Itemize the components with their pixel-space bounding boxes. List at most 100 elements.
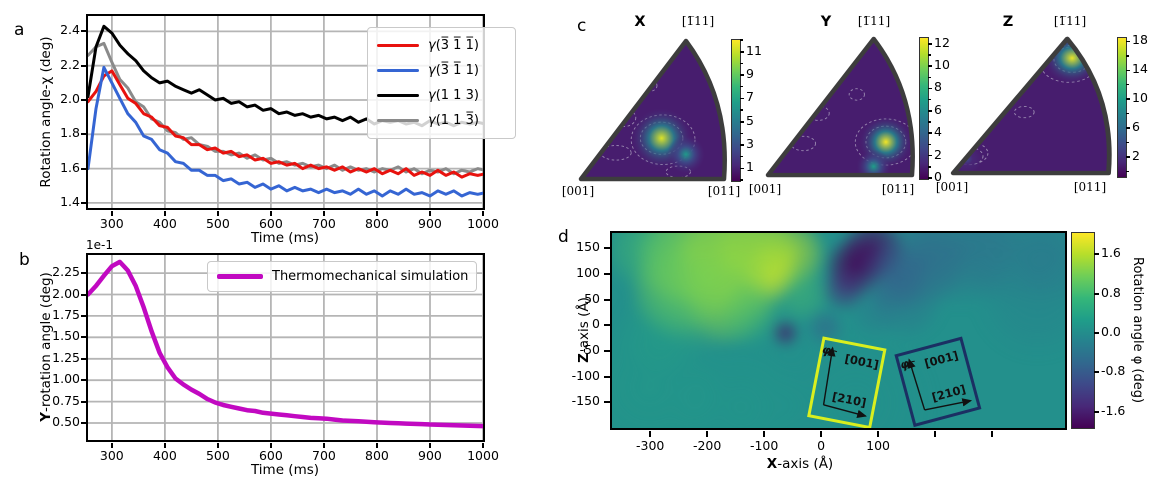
y-tick	[81, 336, 86, 339]
x-tick-label: 400	[152, 216, 177, 231]
colorbar-tick	[740, 144, 744, 146]
x-tick	[934, 431, 937, 437]
panel-b-x-axis-label: Time (ms)	[250, 462, 320, 478]
x-tick	[269, 211, 272, 216]
legend-label: Thermomechanical simulation	[272, 269, 469, 284]
y-tick	[81, 167, 86, 170]
ipf-corner-top: [1̅11]	[681, 14, 715, 28]
y-tick-label: 2.25	[52, 264, 80, 280]
colorbar-tick	[928, 42, 932, 45]
colorbar-tick-label: 14	[1132, 61, 1148, 77]
ipf-colorbar-Z	[1117, 37, 1127, 178]
colorbar-minor-tick	[740, 62, 743, 65]
y-tick	[81, 400, 86, 403]
panel-label-b: b	[19, 250, 30, 270]
ipf-corner-top: [1̅11]	[1053, 14, 1087, 28]
ipf-colorbar-Y	[919, 37, 929, 180]
x-tick-label: 700	[312, 216, 336, 231]
x-tick-label: 800	[365, 216, 389, 231]
y-tick-label: 1.8	[60, 125, 80, 141]
x-tick-label: 700	[312, 448, 336, 463]
colorbar-minor-tick	[928, 76, 931, 78]
x-tick	[322, 211, 325, 216]
inset-label: φ	[821, 342, 833, 357]
colorbar-tick-label: 18	[1132, 32, 1148, 48]
ipf-canvas-Z	[950, 36, 1112, 176]
colorbar-tick-label: 10	[934, 57, 950, 73]
y-tick-label: 2.4	[60, 22, 80, 38]
y-tick	[81, 201, 86, 204]
colorbar-tick-label: -1.6	[1101, 402, 1126, 418]
x-tick	[322, 443, 325, 448]
panel-d-x-axis-label: X-axis (Å)	[710, 456, 890, 472]
ipf-corner-bottom-right: [011]	[881, 182, 915, 196]
inset-label: [001]	[923, 348, 960, 370]
x-tick-label: -300	[635, 438, 665, 453]
panel-label-d: d	[558, 227, 569, 247]
y-tick	[81, 422, 86, 425]
panel-a-x-axis-label: Time (ms)	[250, 230, 320, 246]
colorbar-minor-tick	[740, 109, 743, 111]
colorbar-minor-tick	[740, 179, 743, 181]
y-tick-label: -150	[571, 393, 600, 409]
y-tick	[81, 379, 86, 382]
colorbar-tick	[1094, 331, 1099, 334]
colorbar-tick	[1126, 156, 1130, 158]
panel-a-legend: γ(3̅ 1̅ 1̅) γ(3̅ 1̅ 1) γ(1 1 3) γ(1 1 3̅)	[367, 27, 516, 139]
x-tick	[110, 443, 113, 448]
legend-line-sample	[377, 118, 419, 123]
ipf-corner-bottom-left: [001]	[935, 180, 969, 194]
y-tick-label: 1.4	[60, 193, 80, 209]
colorbar-minor-tick	[1126, 170, 1129, 173]
y-tick	[81, 293, 86, 296]
heatmap-blob	[615, 284, 708, 377]
x-tick-label: 500	[205, 448, 230, 463]
x-tick-label: 400	[152, 448, 177, 463]
y-tick-label: 150	[576, 239, 600, 255]
inset-label: [001]	[843, 352, 880, 372]
x-tick-label: 900	[418, 448, 442, 463]
y-tick	[81, 133, 86, 136]
y-tick	[604, 375, 610, 378]
panel-b-offset-text: 1e-1	[86, 238, 113, 252]
x-tick	[877, 431, 880, 437]
colorbar-tick	[1094, 410, 1099, 413]
x-tick	[991, 431, 994, 437]
legend-line-sample	[217, 274, 263, 279]
colorbar-tick-label: 6	[1132, 119, 1140, 135]
y-tick	[604, 247, 610, 250]
x-tick	[649, 431, 652, 437]
y-tick	[604, 350, 610, 353]
y-tick-label: 100	[576, 265, 600, 281]
y-tick-label: 1.50	[52, 328, 80, 344]
colorbar-tick-label: 6	[934, 101, 942, 117]
panel-label-c: c	[577, 16, 587, 36]
x-tick-label: -200	[692, 438, 722, 453]
colorbar-tick-label: 2	[934, 146, 942, 162]
legend-line-sample	[377, 68, 419, 73]
colorbar-minor-tick	[740, 39, 743, 41]
colorbar-minor-tick	[928, 121, 931, 123]
colorbar-tick-label: 10	[1132, 90, 1148, 106]
y-tick	[604, 324, 610, 327]
y-tick-label: 0.75	[52, 392, 80, 408]
x-tick-label: -100	[749, 438, 779, 453]
colorbar-tick-label: 8	[934, 79, 942, 95]
colorbar-tick-label: 4	[934, 124, 942, 140]
x-tick	[163, 211, 166, 216]
legend-label: γ(1 1 3)	[428, 88, 479, 103]
colorbar-tick	[1094, 371, 1099, 374]
ipf-triangle	[950, 34, 1115, 176]
ipf-title-X: X	[634, 14, 646, 30]
inset-label: [210]	[930, 382, 967, 404]
y-tick-label: -50	[579, 342, 600, 358]
colorbar-tick	[928, 65, 932, 67]
colorbar-tick-label: 0.8	[1101, 284, 1121, 300]
heatmap-blob	[872, 233, 970, 310]
colorbar-minor-tick	[1126, 141, 1129, 144]
ipf-title-Y: Y	[820, 14, 832, 30]
ipf-title-Z: Z	[1002, 14, 1014, 30]
panel-d-colorbar-label: Rotation angle φ (deg)	[1130, 257, 1145, 404]
colorbar-tick	[740, 167, 744, 170]
